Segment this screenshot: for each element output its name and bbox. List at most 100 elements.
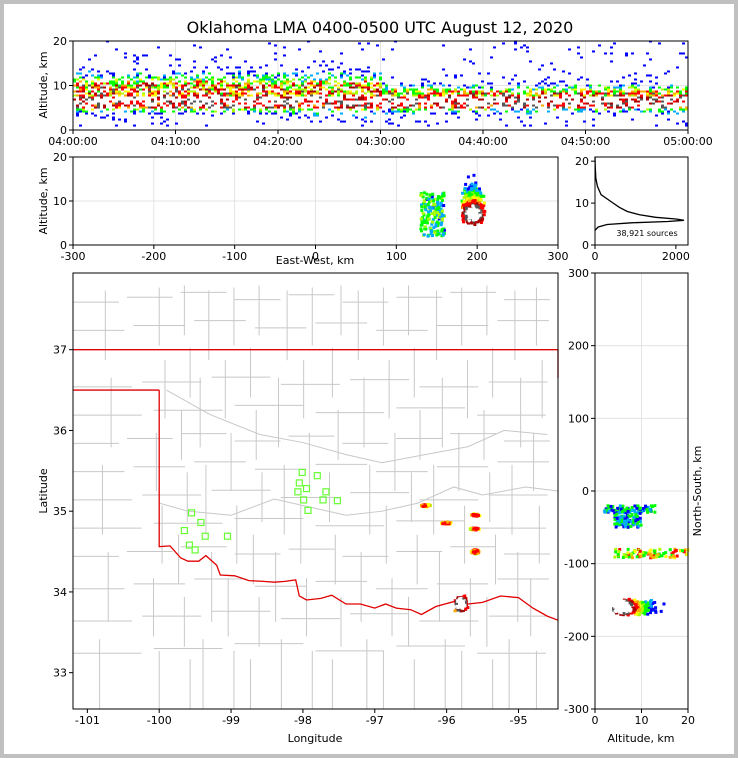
source-cell xyxy=(553,94,556,97)
source-cell xyxy=(163,76,166,79)
source-cell xyxy=(385,120,388,123)
source-cell xyxy=(295,72,298,75)
source-cell xyxy=(451,102,454,105)
source-cell xyxy=(682,100,685,103)
source-cell xyxy=(256,92,259,95)
source-cell xyxy=(640,110,643,113)
source-cell xyxy=(490,86,493,89)
source-cell xyxy=(82,110,85,113)
source-cell xyxy=(199,106,202,109)
source-cell xyxy=(468,216,472,220)
source-cell xyxy=(319,80,322,83)
source-cell xyxy=(607,86,610,89)
source-cell xyxy=(73,94,76,97)
source-cell xyxy=(274,112,277,115)
source-cell xyxy=(361,70,364,73)
source-cell xyxy=(624,509,628,513)
source-cell xyxy=(624,519,628,523)
source-cell xyxy=(679,106,682,109)
source-cell xyxy=(520,102,523,105)
source-cell xyxy=(595,104,598,107)
source-cell xyxy=(160,122,163,125)
source-cell xyxy=(199,96,202,99)
source-cell xyxy=(79,68,82,71)
source-cell xyxy=(76,82,79,85)
source-cell xyxy=(148,76,151,79)
lma-station-marker xyxy=(185,541,193,549)
source-cell xyxy=(151,122,154,125)
source-cell xyxy=(541,90,544,93)
source-cell xyxy=(151,106,154,109)
source-cell xyxy=(220,112,223,115)
source-cell xyxy=(631,82,634,85)
source-cell xyxy=(202,106,205,109)
source-cell xyxy=(244,102,247,105)
source-cell xyxy=(106,104,109,107)
source-cell xyxy=(289,90,292,93)
source-cell xyxy=(451,108,454,111)
source-cell xyxy=(562,90,565,93)
latitude-axis-tick-label: 35 xyxy=(53,505,67,518)
source-cell xyxy=(412,96,415,99)
source-cell xyxy=(685,94,688,97)
source-cell xyxy=(463,106,466,109)
source-cell xyxy=(439,96,442,99)
source-cell xyxy=(422,213,426,217)
source-cell xyxy=(644,551,648,555)
source-cell xyxy=(682,88,685,91)
source-cell xyxy=(433,202,437,206)
source-cell xyxy=(462,214,466,218)
source-cell xyxy=(649,94,652,97)
source-cell xyxy=(622,553,626,557)
eastwest-axis-tick-label: -200 xyxy=(141,250,166,263)
source-cell xyxy=(259,66,262,69)
source-cell xyxy=(307,82,310,85)
source-cell xyxy=(433,96,436,99)
source-cell xyxy=(523,90,526,93)
source-cell xyxy=(682,42,685,45)
source-cell xyxy=(419,227,423,231)
source-cell xyxy=(376,44,379,47)
source-cell xyxy=(556,102,559,105)
source-cell xyxy=(145,100,148,103)
source-cell xyxy=(565,98,568,101)
source-cell xyxy=(388,92,391,95)
source-cell xyxy=(256,96,259,99)
latitude-axis-tick-label: 36 xyxy=(53,424,67,437)
source-cell xyxy=(478,92,481,95)
source-cell xyxy=(622,94,625,97)
source-cell xyxy=(253,108,256,111)
source-cell xyxy=(205,80,208,83)
source-cell xyxy=(175,90,178,93)
source-cell xyxy=(97,106,100,109)
source-cell xyxy=(268,80,271,83)
source-cell xyxy=(94,102,97,105)
source-cell xyxy=(397,94,400,97)
source-cell xyxy=(232,110,235,113)
source-cell xyxy=(196,78,199,81)
source-cell xyxy=(478,187,482,191)
source-cell xyxy=(373,90,376,93)
source-cell xyxy=(631,90,634,93)
source-cell xyxy=(148,112,151,115)
source-cell xyxy=(262,80,265,83)
source-cell xyxy=(577,78,580,81)
source-cell xyxy=(154,76,157,79)
source-cell xyxy=(487,72,490,75)
source-cell xyxy=(445,100,448,103)
source-cell xyxy=(505,88,508,91)
source-cell xyxy=(565,88,568,91)
source-cell xyxy=(529,94,532,97)
source-cell xyxy=(447,522,451,526)
source-cell xyxy=(337,92,340,95)
source-cell xyxy=(361,74,364,77)
source-cell xyxy=(307,88,310,91)
source-cell xyxy=(340,72,343,75)
source-cell xyxy=(442,228,446,232)
source-cell xyxy=(433,82,436,85)
source-cell xyxy=(514,102,517,105)
histogram-x-tick-label: 2000 xyxy=(662,250,690,263)
source-cell xyxy=(619,96,622,99)
source-cell xyxy=(442,100,445,103)
source-cell xyxy=(490,94,493,97)
